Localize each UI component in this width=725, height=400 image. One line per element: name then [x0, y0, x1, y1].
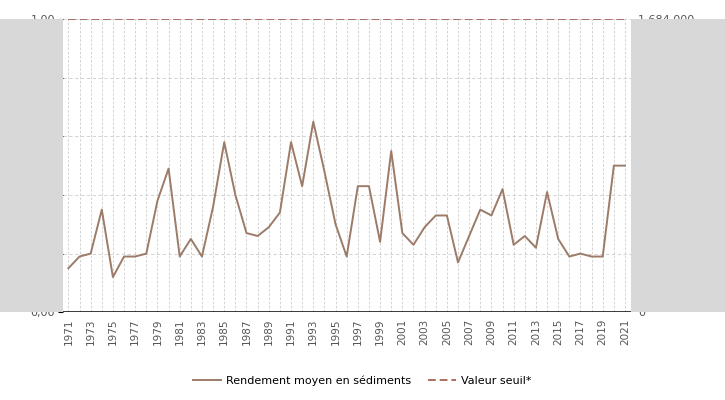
Legend: Rendement moyen en sédiments, Valeur seuil*: Rendement moyen en sédiments, Valeur seu…	[188, 371, 536, 390]
Rendement moyen en sédiments	[309, 119, 318, 124]
Rendement moyen en sédiments	[621, 163, 629, 168]
Valeur seuil*	[64, 16, 72, 21]
Valeur seuil*	[465, 16, 473, 21]
Rendement moyen en sédiments	[64, 266, 72, 271]
Rendement moyen en sédiments	[487, 213, 496, 218]
Y-axis label: t/(ha.an): t/(ha.an)	[15, 141, 25, 190]
Rendement moyen en sédiments	[242, 231, 251, 236]
Rendement moyen en sédiments	[610, 163, 618, 168]
Y-axis label: t/an: t/an	[700, 154, 710, 177]
Valeur seuil*	[431, 16, 440, 21]
Valeur seuil*	[610, 16, 618, 21]
Rendement moyen en sédiments	[109, 275, 117, 280]
Line: Rendement moyen en sédiments: Rendement moyen en sédiments	[68, 122, 625, 277]
Rendement moyen en sédiments	[253, 234, 262, 238]
Valeur seuil*	[242, 16, 251, 21]
Valeur seuil*	[621, 16, 629, 21]
Rendement moyen en sédiments	[454, 260, 463, 265]
Valeur seuil*	[186, 16, 195, 21]
Valeur seuil*	[231, 16, 240, 21]
Rendement moyen en sédiments	[198, 254, 207, 259]
